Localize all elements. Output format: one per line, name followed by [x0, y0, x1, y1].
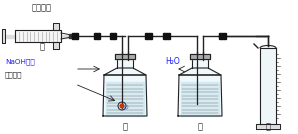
Polygon shape — [115, 54, 135, 59]
Polygon shape — [106, 82, 144, 116]
Polygon shape — [72, 33, 78, 39]
Polygon shape — [5, 34, 15, 38]
Text: 丁: 丁 — [266, 122, 271, 131]
Polygon shape — [179, 68, 221, 75]
Polygon shape — [192, 59, 208, 68]
Polygon shape — [110, 33, 116, 39]
Polygon shape — [260, 48, 276, 124]
Polygon shape — [103, 75, 147, 116]
Polygon shape — [256, 124, 280, 129]
Polygon shape — [61, 34, 69, 38]
Polygon shape — [53, 42, 59, 49]
Text: 取样气体: 取样气体 — [32, 3, 52, 12]
Polygon shape — [181, 82, 219, 116]
Text: H₂O: H₂O — [165, 57, 180, 66]
Polygon shape — [162, 33, 170, 39]
Text: 乙: 乙 — [122, 122, 128, 131]
Polygon shape — [117, 59, 133, 68]
Text: 丙: 丙 — [198, 122, 203, 131]
Polygon shape — [218, 33, 226, 39]
Polygon shape — [15, 30, 61, 42]
Polygon shape — [190, 54, 210, 59]
Text: 甲: 甲 — [40, 42, 44, 51]
Polygon shape — [104, 68, 146, 75]
Polygon shape — [53, 23, 59, 30]
Polygon shape — [2, 29, 5, 43]
Polygon shape — [94, 33, 100, 39]
Polygon shape — [145, 33, 151, 39]
Text: NaOH溶液: NaOH溶液 — [5, 59, 35, 65]
Polygon shape — [178, 75, 222, 116]
Polygon shape — [69, 34, 74, 38]
Circle shape — [120, 104, 124, 108]
Text: 多孔球泡: 多孔球泡 — [5, 72, 23, 78]
